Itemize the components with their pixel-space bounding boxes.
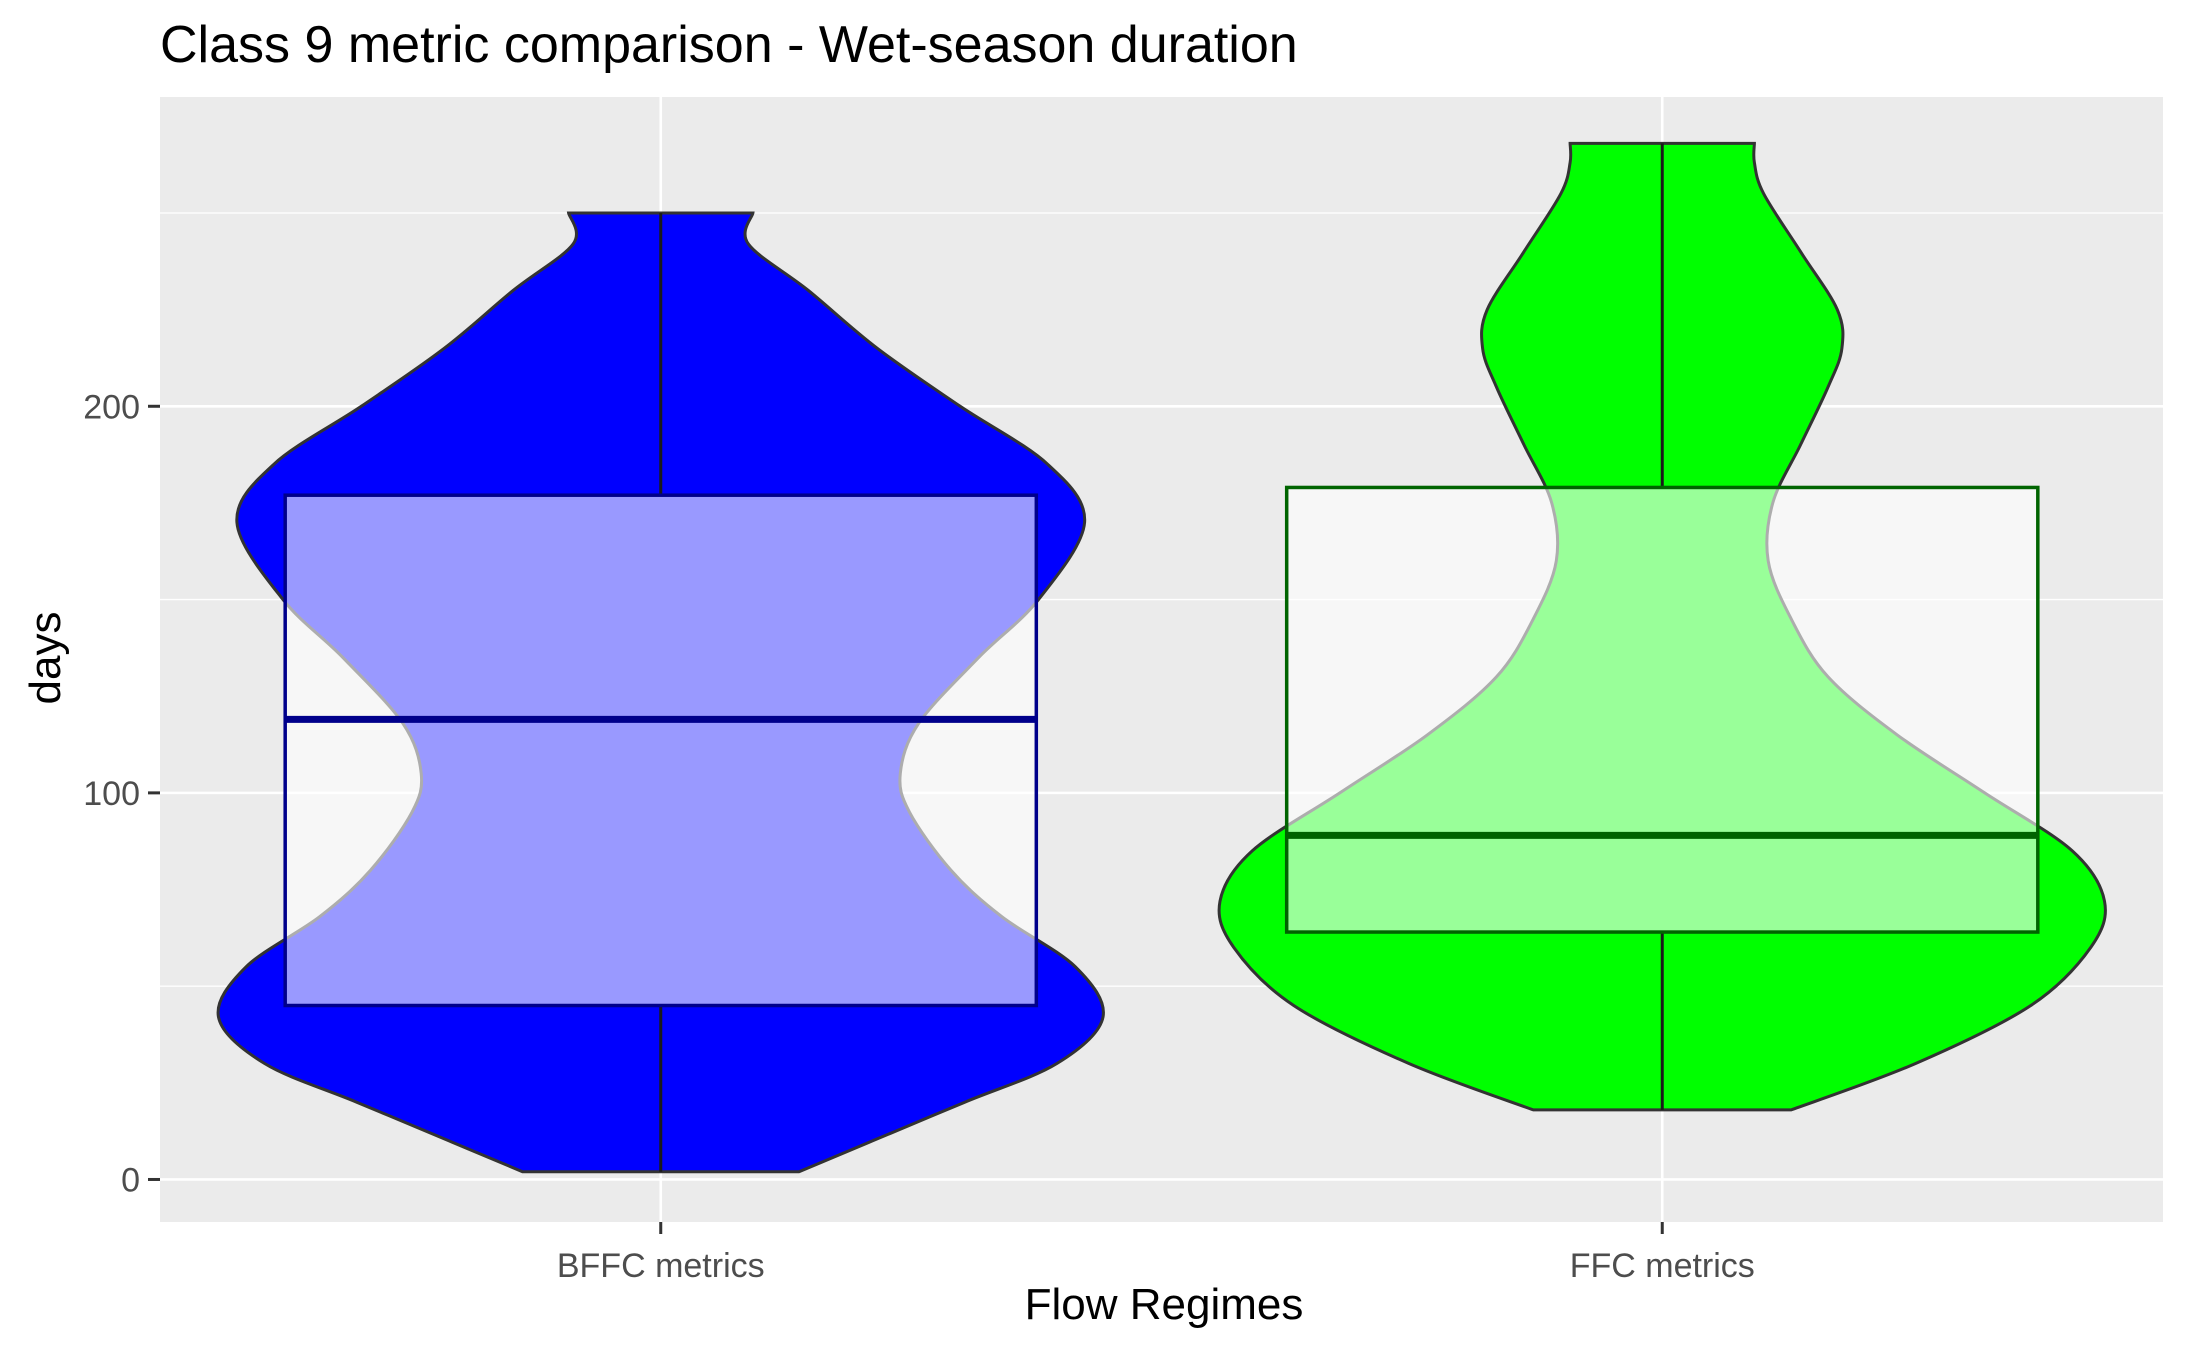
x-tick-label: BFFC metrics (557, 1247, 765, 1285)
box-ffc-metrics (1284, 485, 2040, 934)
x-tick-label: FFC metrics (1570, 1247, 1755, 1285)
axes: BFFC metrics FFC metrics 0 100 200 (83, 388, 1755, 1285)
y-axis-title: days (21, 612, 70, 705)
chart-title: Class 9 metric comparison - Wet-season d… (160, 16, 1298, 74)
boxplots (283, 143, 2040, 1172)
box-bffc-metrics (283, 493, 1039, 1008)
x-axis-title: Flow Regimes (1025, 1280, 1304, 1329)
y-tick-label: 200 (83, 388, 140, 426)
y-tick-label: 0 (121, 1161, 140, 1199)
y-tick-label: 100 (83, 775, 140, 813)
